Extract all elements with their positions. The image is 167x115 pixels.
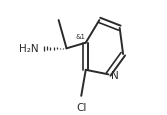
Text: &1: &1 — [76, 34, 86, 40]
Text: N: N — [111, 71, 119, 81]
Text: H₂N: H₂N — [19, 44, 39, 54]
Text: Cl: Cl — [76, 102, 87, 112]
